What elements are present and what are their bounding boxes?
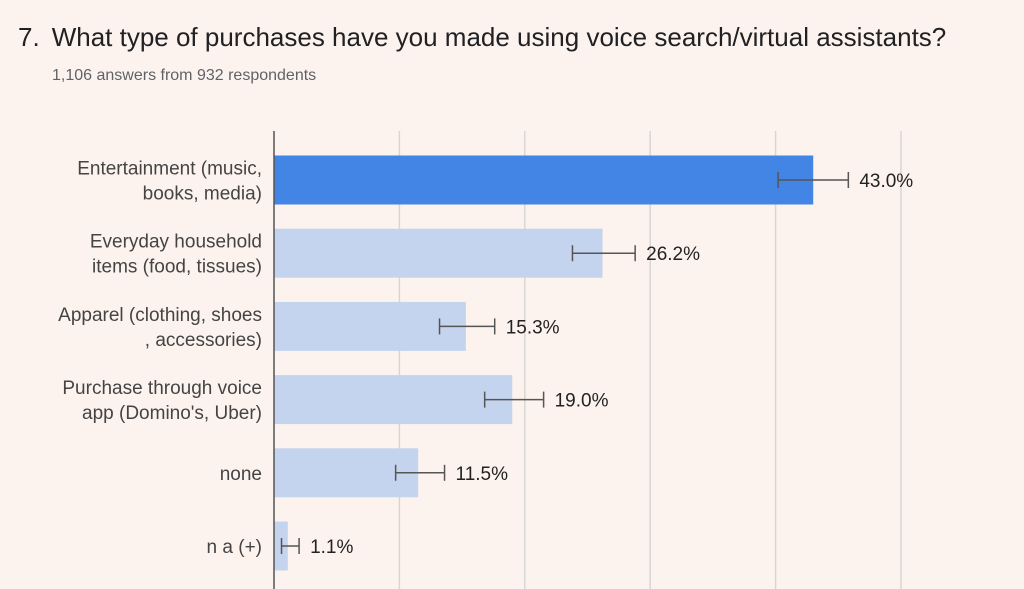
category-label: Entertainment (music, [77,159,262,180]
data-label: 15.3% [506,317,560,338]
data-label: 11.5% [456,464,509,485]
category-label: n a (+) [207,537,262,558]
category-label: , accessories) [145,330,262,351]
bar [274,375,513,425]
data-label: 19.0% [555,391,609,412]
category-label: items (food, tissues) [92,257,262,278]
category-label: Purchase through voice [62,378,262,399]
question-text: What type of purchases have you made usi… [51,22,947,52]
question-number: 7. [18,22,40,52]
data-label: 1.1% [310,537,353,558]
category-label: none [220,464,262,485]
bar [274,448,419,498]
data-label: 26.2% [646,244,700,265]
bar [274,301,466,351]
category-label: app (Domino's, Uber) [82,403,262,424]
response-count: 1,106 answers from 932 respondents [52,67,317,84]
category-label: books, media) [143,184,262,205]
data-label: 43.0% [859,171,913,192]
bar [274,228,603,278]
bar [274,155,814,205]
category-label: Apparel (clothing, shoes [58,305,262,326]
category-label: Everyday household [90,232,262,253]
question-title: 7. What type of purchases have you made u… [18,22,946,53]
